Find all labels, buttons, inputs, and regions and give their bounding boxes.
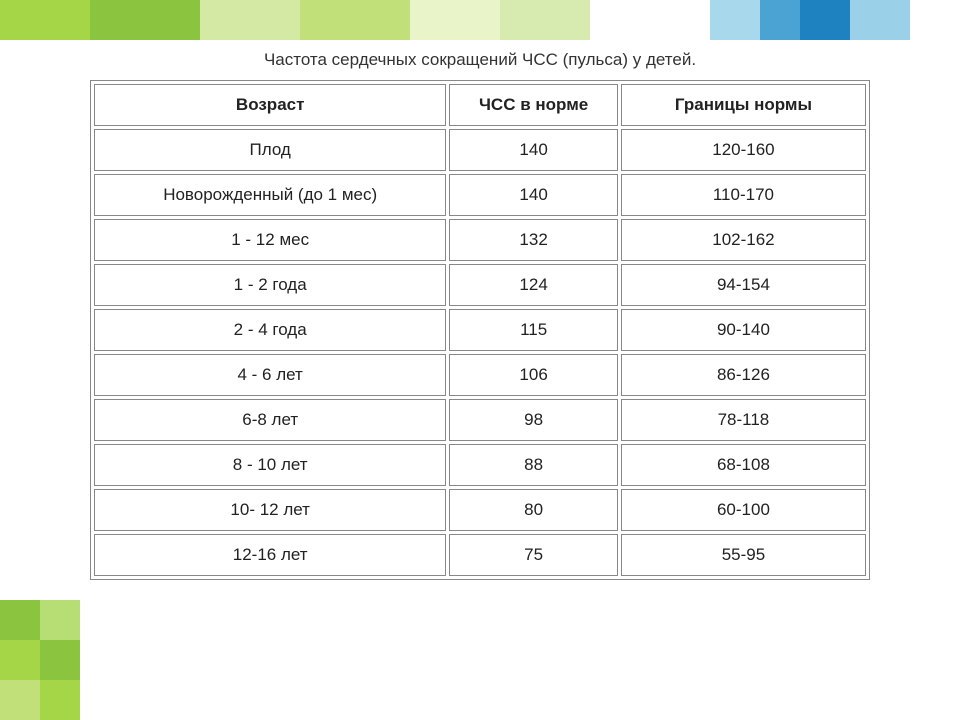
cell-age: 12-16 лет — [94, 534, 446, 576]
table-row: 4 - 6 лет10686-126 — [94, 354, 866, 396]
top-decorative-band — [0, 0, 960, 40]
cell-range: 94-154 — [621, 264, 866, 306]
band-segment — [0, 0, 90, 40]
tile — [40, 600, 80, 640]
table-row: 12-16 лет7555-95 — [94, 534, 866, 576]
table-row: 10- 12 лет8060-100 — [94, 489, 866, 531]
cell-range: 110-170 — [621, 174, 866, 216]
cell-range: 78-118 — [621, 399, 866, 441]
content-area: Частота сердечных сокращений ЧСС (пульса… — [90, 50, 870, 580]
tile — [40, 680, 80, 720]
cell-age: Плод — [94, 129, 446, 171]
col-header-hr: ЧСС в норме — [449, 84, 618, 126]
cell-age: 1 - 12 мес — [94, 219, 446, 261]
cell-hr: 80 — [449, 489, 618, 531]
band-segment — [200, 0, 300, 40]
band-segment — [710, 0, 760, 40]
cell-range: 55-95 — [621, 534, 866, 576]
band-segment — [410, 0, 500, 40]
table-row: Новорожденный (до 1 мес)140110-170 — [94, 174, 866, 216]
table-body: Плод140120-160Новорожденный (до 1 мес)14… — [94, 129, 866, 576]
tile — [0, 680, 40, 720]
band-segment — [500, 0, 590, 40]
bottom-decorative-tiles — [0, 600, 80, 720]
cell-hr: 75 — [449, 534, 618, 576]
band-segment — [760, 0, 800, 40]
cell-hr: 140 — [449, 174, 618, 216]
cell-age: 10- 12 лет — [94, 489, 446, 531]
tile — [0, 640, 40, 680]
col-header-range: Границы нормы — [621, 84, 866, 126]
band-segment — [300, 0, 410, 40]
cell-hr: 124 — [449, 264, 618, 306]
band-segment — [800, 0, 850, 40]
cell-range: 90-140 — [621, 309, 866, 351]
table-row: 6-8 лет9878-118 — [94, 399, 866, 441]
table-row: 1 - 12 мес132102-162 — [94, 219, 866, 261]
table-row: 1 - 2 года12494-154 — [94, 264, 866, 306]
cell-hr: 115 — [449, 309, 618, 351]
cell-range: 120-160 — [621, 129, 866, 171]
band-segment — [910, 0, 960, 40]
cell-range: 86-126 — [621, 354, 866, 396]
cell-age: 6-8 лет — [94, 399, 446, 441]
cell-range: 60-100 — [621, 489, 866, 531]
cell-age: 2 - 4 года — [94, 309, 446, 351]
cell-age: 1 - 2 года — [94, 264, 446, 306]
cell-hr: 140 — [449, 129, 618, 171]
tile — [40, 640, 80, 680]
table-row: 2 - 4 года11590-140 — [94, 309, 866, 351]
table-row: 8 - 10 лет8868-108 — [94, 444, 866, 486]
cell-hr: 88 — [449, 444, 618, 486]
band-segment — [850, 0, 910, 40]
cell-hr: 132 — [449, 219, 618, 261]
table-row: Плод140120-160 — [94, 129, 866, 171]
heart-rate-table: Возраст ЧСС в норме Границы нормы Плод14… — [90, 80, 870, 580]
cell-hr: 98 — [449, 399, 618, 441]
page-title: Частота сердечных сокращений ЧСС (пульса… — [90, 50, 870, 70]
col-header-age: Возраст — [94, 84, 446, 126]
cell-age: 4 - 6 лет — [94, 354, 446, 396]
band-segment — [90, 0, 200, 40]
table-header-row: Возраст ЧСС в норме Границы нормы — [94, 84, 866, 126]
tile — [0, 600, 40, 640]
band-segment — [590, 0, 710, 40]
cell-range: 68-108 — [621, 444, 866, 486]
cell-range: 102-162 — [621, 219, 866, 261]
cell-hr: 106 — [449, 354, 618, 396]
cell-age: 8 - 10 лет — [94, 444, 446, 486]
cell-age: Новорожденный (до 1 мес) — [94, 174, 446, 216]
